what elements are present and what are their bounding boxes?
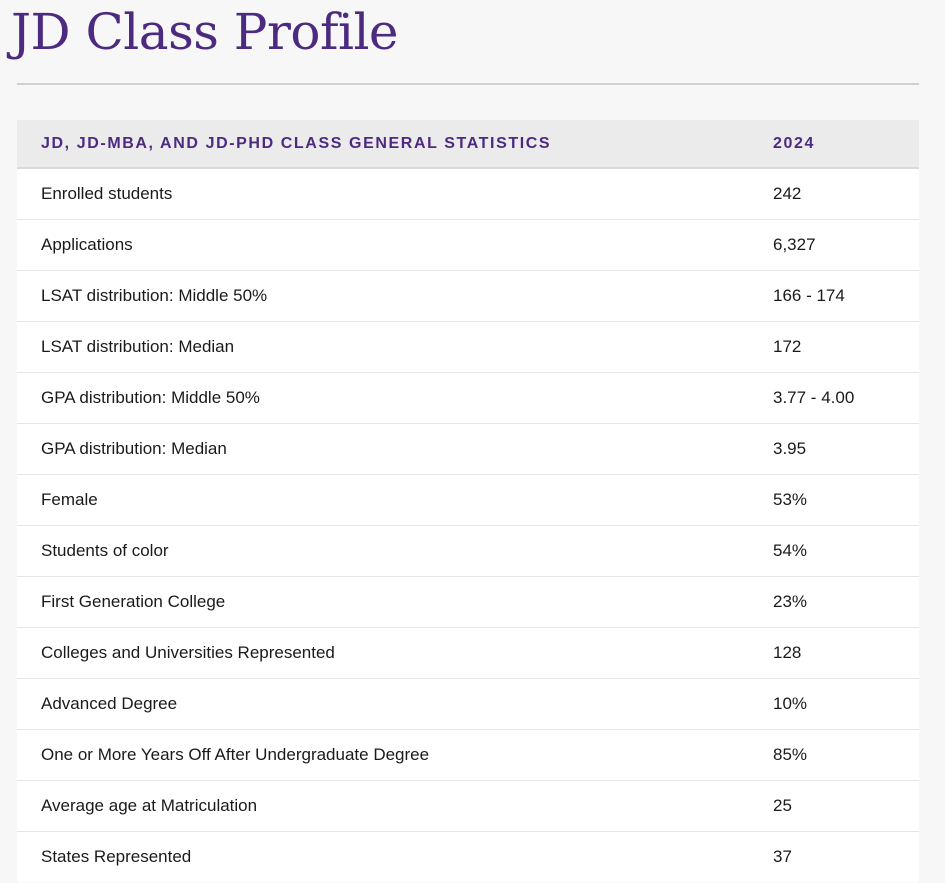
table-header: JD, JD-MBA, and JD-PhD Class General Sta… (17, 120, 919, 169)
table-row: LSAT distribution: Middle 50% 166 - 174 (17, 270, 919, 322)
table-row: States Represented 37 (17, 831, 919, 882)
row-label: First Generation College (17, 576, 749, 628)
row-label: Applications (17, 219, 749, 271)
row-value: 172 (749, 321, 919, 373)
row-value: 10% (749, 678, 919, 730)
table-row: Colleges and Universities Represented 12… (17, 627, 919, 679)
row-value: 166 - 174 (749, 270, 919, 322)
row-label: Enrolled students (17, 168, 749, 220)
table-row: GPA distribution: Middle 50% 3.77 - 4.00 (17, 372, 919, 424)
row-value: 3.95 (749, 423, 919, 475)
row-label: Advanced Degree (17, 678, 749, 730)
table-body: Enrolled students 242 Applications 6,327… (17, 168, 919, 882)
table-row: Enrolled students 242 (17, 168, 919, 220)
row-value: 25 (749, 780, 919, 832)
row-label: GPA distribution: Median (17, 423, 749, 475)
table-row: Applications 6,327 (17, 219, 919, 271)
row-label: One or More Years Off After Undergraduat… (17, 729, 749, 781)
table-header-row: JD, JD-MBA, and JD-PhD Class General Sta… (17, 120, 919, 169)
row-label: Colleges and Universities Represented (17, 627, 749, 679)
row-value: 37 (773, 846, 792, 866)
row-label: Students of color (17, 525, 749, 577)
row-label: LSAT distribution: Median (17, 321, 749, 373)
row-value: 54% (749, 525, 919, 577)
row-value: 85% (749, 729, 919, 781)
table-row: GPA distribution: Median 3.95 (17, 423, 919, 475)
column-header-statistic: JD, JD-MBA, and JD-PhD Class General Sta… (17, 120, 749, 169)
row-value: 6,327 (749, 219, 919, 271)
row-label: States Represented (41, 846, 192, 866)
row-value: 3.77 - 4.00 (749, 372, 919, 424)
row-value: 53% (749, 474, 919, 526)
table-row: First Generation College 23% (17, 576, 919, 628)
title-divider (17, 83, 919, 85)
class-statistics-table: JD, JD-MBA, and JD-PhD Class General Sta… (17, 120, 919, 882)
table-row: One or More Years Off After Undergraduat… (17, 729, 919, 781)
row-value: 242 (749, 168, 919, 220)
table-row: LSAT distribution: Median 172 (17, 321, 919, 373)
row-label: Female (17, 474, 749, 526)
row-label: GPA distribution: Middle 50% (17, 372, 749, 424)
page-title: JD Class Profile (11, 3, 399, 61)
row-label: Average age at Matriculation (17, 780, 749, 832)
table-row: Students of color 54% (17, 525, 919, 577)
row-value: 128 (749, 627, 919, 679)
column-header-year: 2024 (749, 120, 919, 169)
table-row: Female 53% (17, 474, 919, 526)
row-value: 23% (749, 576, 919, 628)
table-row: Average age at Matriculation 25 (17, 780, 919, 832)
row-label: LSAT distribution: Middle 50% (17, 270, 749, 322)
table-row: Advanced Degree 10% (17, 678, 919, 730)
